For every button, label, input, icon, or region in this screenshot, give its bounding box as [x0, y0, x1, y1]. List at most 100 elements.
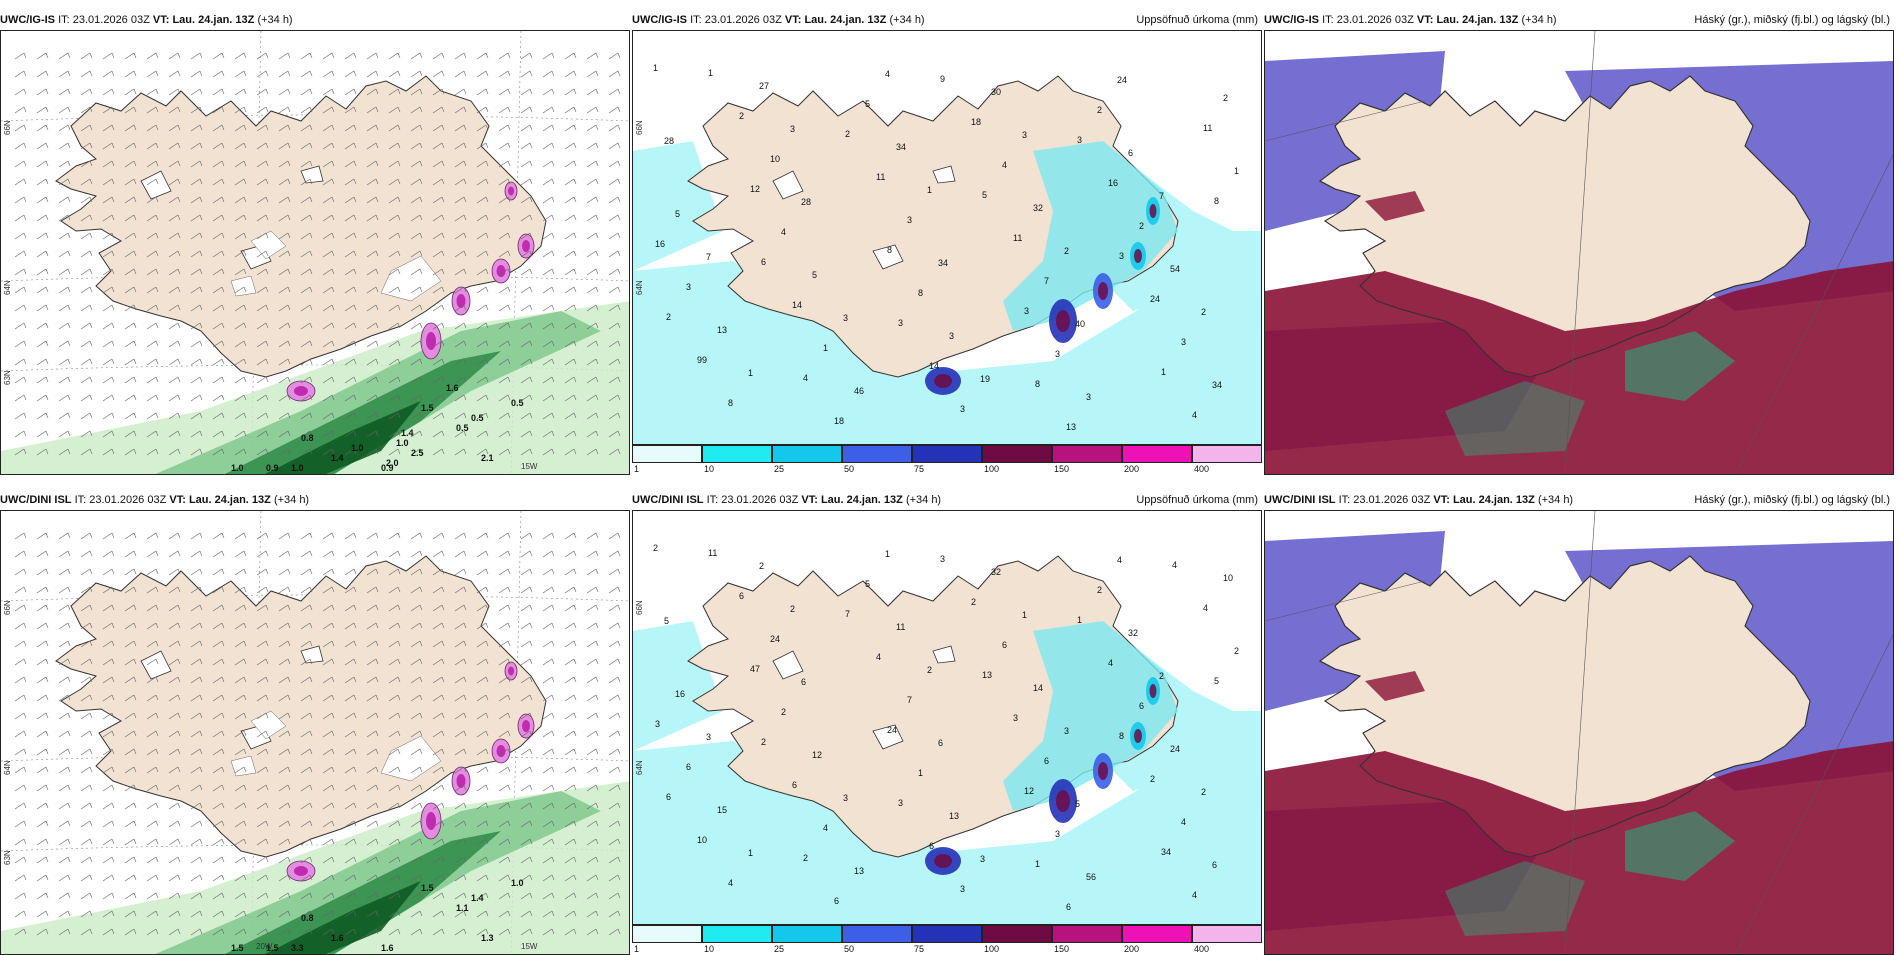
wind-barb [80, 676, 93, 684]
wind-barb [278, 802, 291, 810]
wind-barb [168, 376, 181, 384]
lat-label: 64N [635, 760, 644, 775]
wind-barb [190, 640, 203, 648]
wind-barb [278, 250, 291, 258]
wind-barb [278, 304, 291, 312]
wind-barb [498, 640, 511, 648]
wind-barb [80, 928, 93, 936]
wind-barb [586, 196, 599, 204]
wind-barb [498, 838, 511, 846]
precip-value: 6 [1212, 860, 1217, 870]
wind-barb [36, 70, 49, 78]
wind-barb [278, 448, 291, 456]
wind-barb [388, 676, 401, 684]
wind-barb [58, 214, 71, 222]
wind-barb [344, 568, 357, 576]
wind-barb [58, 160, 71, 168]
wind-barb [608, 928, 621, 936]
wind-barb [80, 394, 93, 402]
wind-barb [564, 658, 577, 666]
colorbar-label: 150 [1054, 464, 1070, 474]
wind-barb [454, 70, 467, 78]
wind-barb [564, 730, 577, 738]
wind-barb [586, 532, 599, 540]
wind-barb [520, 802, 533, 810]
wind-barb [234, 268, 247, 276]
wind-barb [124, 604, 137, 612]
wind-barb [542, 550, 555, 558]
precip-blob [504, 661, 518, 681]
colorbar-label: 150 [1054, 944, 1070, 954]
wind-barb [564, 358, 577, 366]
wind-barb [410, 52, 423, 60]
wind-barb [146, 70, 159, 78]
wind-barb [432, 910, 445, 918]
precip-value: 10 [770, 154, 780, 164]
colorbar-swatch [982, 925, 1052, 943]
wind-barb [102, 730, 115, 738]
wind-barb [344, 106, 357, 114]
wind-barb [520, 748, 533, 756]
wind-barb [476, 694, 489, 702]
wind-barb [146, 640, 159, 648]
wind-barb [564, 784, 577, 792]
wind-barb [212, 142, 225, 150]
colorbar-label: 100 [984, 944, 1000, 954]
precip-value: 2 [759, 561, 764, 571]
wind-barb [520, 304, 533, 312]
wind-barb [146, 712, 159, 720]
wind-barb [14, 178, 27, 186]
wind-barb [212, 106, 225, 114]
wind-barb [564, 268, 577, 276]
precip-value: 3 [940, 554, 945, 564]
wind-barb [36, 142, 49, 150]
wind-barb [322, 376, 335, 384]
wind-barb [498, 52, 511, 60]
wind-barb [520, 88, 533, 96]
precip-core [1146, 197, 1160, 225]
wind-barb [608, 124, 621, 132]
precip-value: 15 [717, 805, 727, 815]
wind-barb [520, 124, 533, 132]
wind-barb [410, 286, 423, 294]
wind-barb [432, 448, 445, 456]
wind-barb [432, 748, 445, 756]
wind-barb [366, 394, 379, 402]
wind-barb [586, 88, 599, 96]
wind-barb [14, 232, 27, 240]
value-label: 0.5 [456, 423, 469, 433]
wind-barb [58, 196, 71, 204]
it-label: IT: [1338, 494, 1351, 506]
wind-barb [212, 232, 225, 240]
panel-title: Uppsöfnuð úrkoma (mm) [1136, 14, 1258, 26]
wind-barb [608, 106, 621, 114]
wind-barb [124, 892, 137, 900]
wind-barb [410, 412, 423, 420]
wind-barb [14, 892, 27, 900]
precip-value: 5 [1214, 676, 1219, 686]
wind-barb [454, 322, 467, 330]
colorbar-swatch [1052, 445, 1122, 463]
wind-barb [212, 586, 225, 594]
wind-barb [36, 214, 49, 222]
wind-barb [410, 322, 423, 330]
wind-barb [608, 694, 621, 702]
wind-barb [454, 142, 467, 150]
it-label: IT: [706, 494, 719, 506]
wind-barb [520, 640, 533, 648]
wind-barb [410, 142, 423, 150]
precip-value: 6 [834, 896, 839, 906]
wind-barb [124, 340, 137, 348]
wind-barb [190, 712, 203, 720]
wind-barb [300, 892, 313, 900]
wind-barb [366, 640, 379, 648]
wind-barb [520, 874, 533, 882]
wind-barb [410, 658, 423, 666]
wind-barb [454, 874, 467, 882]
wind-barb [388, 730, 401, 738]
colorbar-label: 50 [844, 464, 855, 474]
wind-barb [498, 214, 511, 222]
wind-barb [14, 106, 27, 114]
precip-value: 4 [1181, 817, 1186, 827]
colorbar-swatch [632, 445, 702, 463]
